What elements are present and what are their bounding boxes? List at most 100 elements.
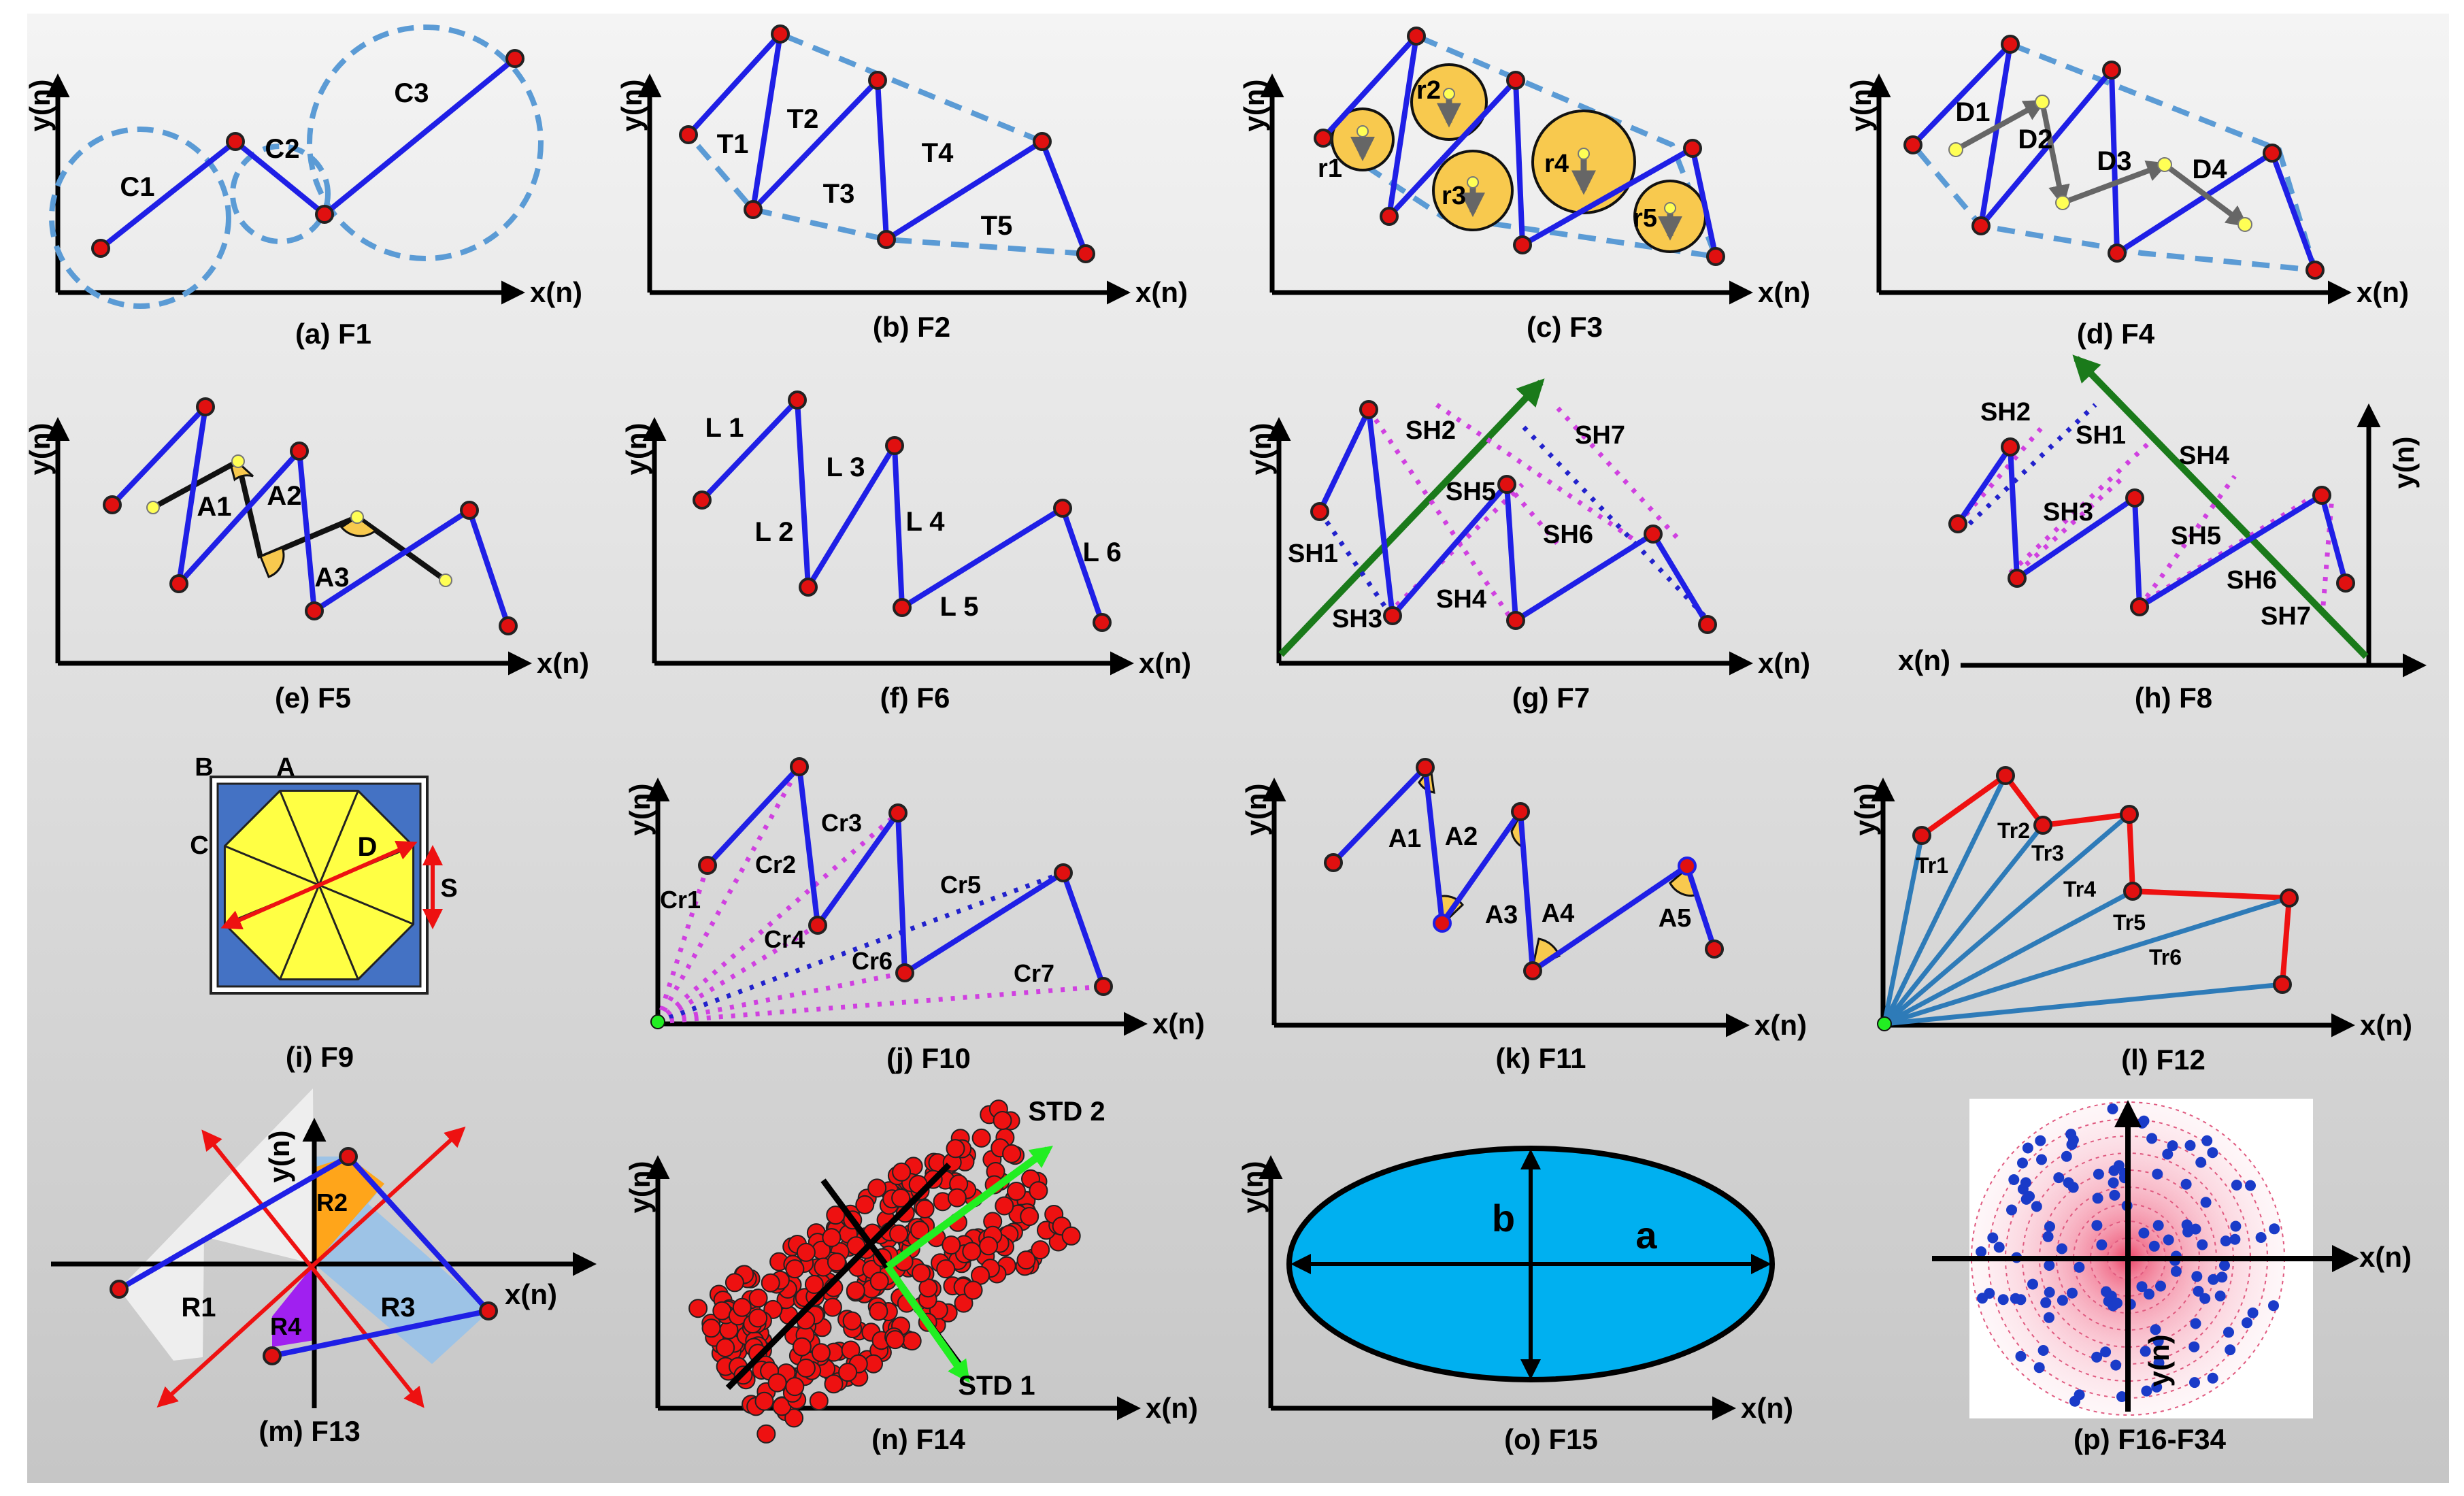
signal-point [226,132,245,151]
scatter-point [971,1128,991,1148]
y-axis-label: y(n) [620,423,652,476]
signal-point [2273,975,2292,994]
center-point [1664,202,1676,214]
scatter-point [822,1297,842,1317]
signal-point [1706,247,1725,266]
scatter-point [962,1242,982,1261]
signal-point [1511,802,1530,821]
panel-caption: (h) F8 [2135,682,2212,714]
sample-point [2144,1289,2154,1300]
label-l2: L 2 [754,517,793,547]
label-a: A [276,753,295,782]
signal-point [885,436,904,455]
x-axis-label: x(n) [2360,1009,2412,1041]
sample-point [1997,1294,2009,1306]
sample-point [2105,1291,2117,1302]
sample-point [2020,1177,2031,1189]
label-cr5: Cr5 [940,871,981,899]
std1-arrow [884,1264,970,1384]
scatter-point [979,1236,999,1256]
sample-point [2190,1223,2201,1235]
sample-point [2108,1165,2120,1176]
sample-point [1977,1293,1988,1304]
scatter-point [995,1196,1014,1216]
sample-point [2017,1157,2028,1169]
sample-point [2155,1280,2166,1292]
scatter-point [811,1343,831,1363]
panel-caption: (k) F11 [1495,1042,1586,1074]
y-axis-label: y(n) [624,784,656,836]
signal-point [1314,129,1333,148]
sample-point [2195,1157,2207,1168]
sample-point [2006,1204,2017,1216]
centroid-line [655,864,710,1023]
triangle-edge [1883,888,2134,1027]
scatter-point [792,1337,812,1357]
center-point [1467,176,1479,188]
origin-point [1877,1016,1892,1031]
sample-point [2230,1220,2242,1232]
scatter-point [915,1199,935,1218]
signal-point [1054,863,1073,882]
signal-point [479,1301,498,1320]
panel-caption: (n) F14 [871,1423,965,1455]
label-sh2: SH2 [1980,398,2031,427]
signal-point [2263,144,2282,163]
signal-point [2123,882,2142,901]
sample-point [2216,1271,2228,1283]
sample-point [2152,1335,2164,1347]
label-r1: r1 [1318,154,1342,183]
sample-point [2074,1261,2085,1273]
scatter-point [869,1271,889,1291]
label-cr3: Cr3 [821,809,862,837]
sample-point [2100,1346,2112,1358]
signal-point [1506,611,1525,630]
panel-i: B A C D S (i) F9 [190,753,457,1073]
centroid-line [657,984,1104,1025]
scatter-point [688,1299,708,1318]
sample-point [2146,1133,2158,1144]
sample-point [2091,1220,2103,1231]
x-axis-label: x(n) [530,276,582,308]
label-sh7: SH7 [2261,602,2311,631]
projection-line [1956,427,2043,526]
sample-point [2190,1318,2201,1329]
sample-point [2065,1129,2077,1140]
label-t2: T2 [787,104,819,134]
diameter-arrow [220,840,418,930]
scatter-point [855,1195,875,1214]
signal-point [808,916,827,935]
sample-point [2044,1312,2054,1323]
signal-point [263,1346,282,1365]
signal-point [1513,235,1532,254]
label-t1: T1 [717,129,749,159]
sample-point [2056,1243,2067,1254]
projection-line [1522,425,1710,621]
y-axis-label: y(n) [1849,784,1881,836]
scatter-point [993,1111,1012,1130]
distance-arrow [2163,162,2249,227]
midpoint [1948,142,1963,157]
label-a2: A2 [267,481,301,511]
signal-point [744,200,763,219]
midpoint [146,501,160,514]
label-cr6: Cr6 [852,947,893,975]
signal-point [1912,826,1931,845]
sample-point [2200,1197,2212,1208]
y-axis-label: y(n) [2388,437,2420,489]
label-sh2: SH2 [1405,416,1456,445]
sample-point [2189,1377,2200,1389]
label-l1: L 1 [705,413,744,443]
signal-point [1971,216,1991,235]
scatter-point [712,1301,732,1320]
scatter-point [767,1373,787,1393]
label-r5: r5 [1633,204,1657,233]
origin-point [650,1014,665,1029]
scatter-point [748,1289,768,1308]
sample-point [2020,1193,2032,1205]
signal-point [2102,61,2121,80]
scatter-point [1029,1181,1048,1201]
signal-point [91,239,110,258]
scatter-point [804,1275,824,1294]
